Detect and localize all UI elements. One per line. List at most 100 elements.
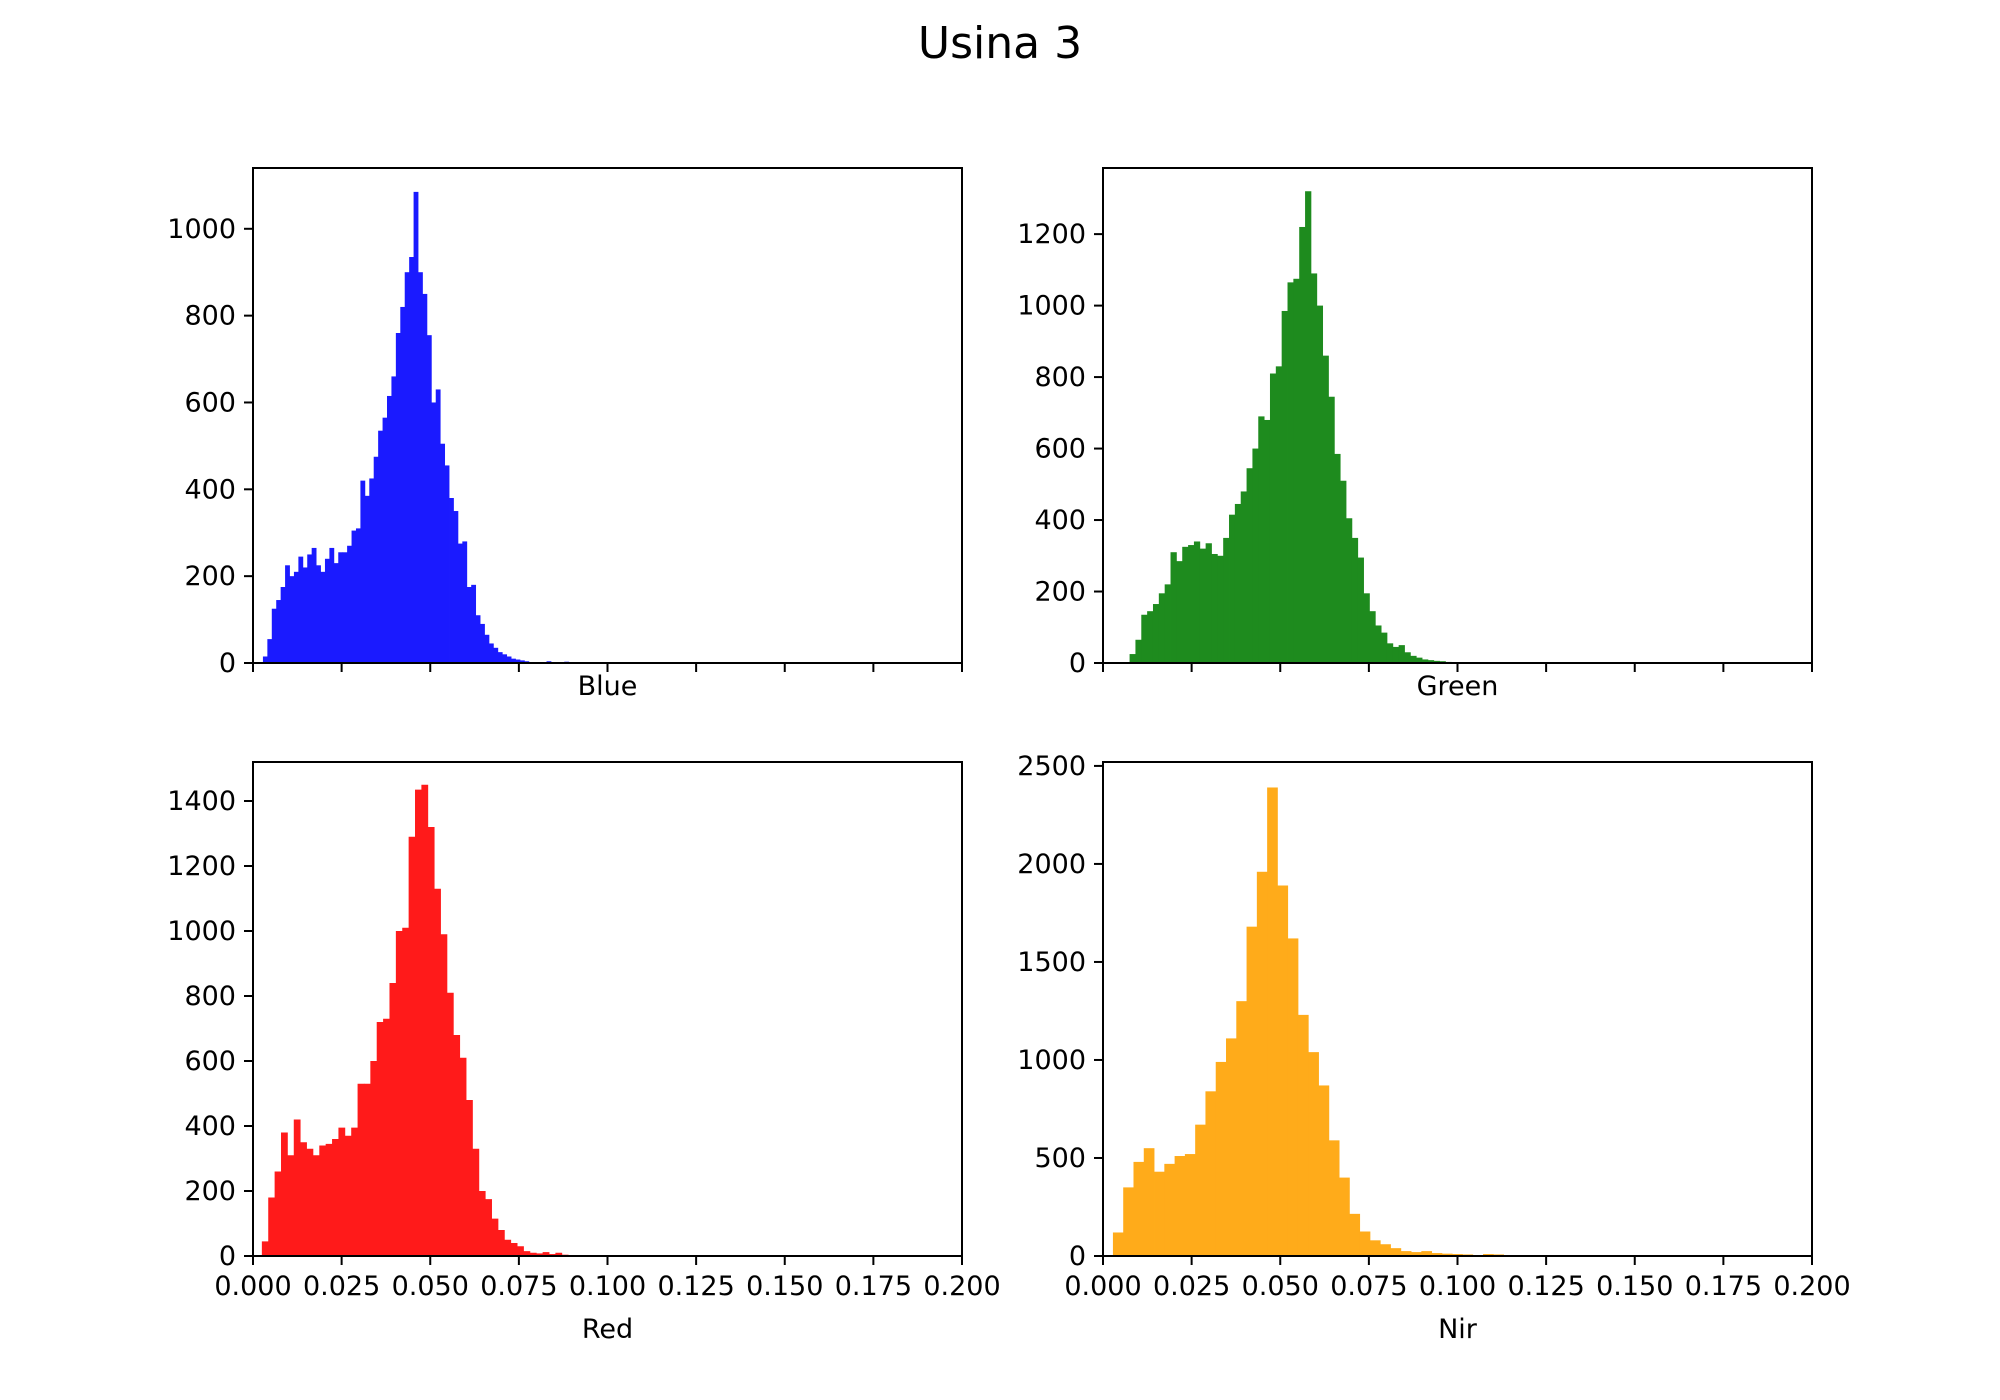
histogram-bar <box>1416 657 1423 663</box>
histogram-bar <box>536 1253 544 1256</box>
x-tick-label: 0.025 <box>1153 1271 1230 1302</box>
histogram-panel-red: 0.000 0.025 0.050 0.075 0.100 0.125 0.150 0.175… <box>167 761 1001 1345</box>
histogram-bar <box>1318 1085 1330 1256</box>
histogram-bar <box>395 931 403 1256</box>
histogram-bar <box>408 836 416 1256</box>
histogram-bar <box>421 784 429 1256</box>
y-tick-label: 600 <box>184 1046 236 1077</box>
histogram-bar <box>471 584 477 663</box>
x-tick-label: 0.100 <box>569 1271 646 1302</box>
y-tick-label: 1200 <box>1017 219 1086 250</box>
histogram-bar <box>1240 491 1247 663</box>
histogram-bar <box>298 556 304 663</box>
histogram-bar <box>1328 1140 1340 1256</box>
y-tick-label: 1000 <box>1017 291 1086 322</box>
histogram-bar <box>497 652 503 663</box>
y-tick-label: 400 <box>1034 505 1086 536</box>
histogram-bar <box>1349 1213 1361 1256</box>
histogram-bar <box>510 1243 518 1256</box>
histogram-bar <box>409 257 414 663</box>
histogram-bar <box>1112 1232 1124 1256</box>
histogram-bar <box>1182 546 1189 663</box>
histogram-bar <box>324 558 330 663</box>
histogram-bar <box>1236 1001 1247 1256</box>
histogram-bar <box>1267 787 1278 1256</box>
histogram-panel-blue: 0 200 400 600 800 1000 Blue <box>167 167 963 702</box>
histogram-bar <box>1154 1171 1165 1256</box>
y-tick-label: 1200 <box>167 851 236 882</box>
histogram-bar <box>300 1142 307 1256</box>
x-tick-label: 0.025 <box>303 1271 380 1302</box>
histogram-bar <box>1380 1244 1391 1256</box>
histogram-bar <box>1164 584 1171 663</box>
histogram-bar <box>1398 645 1405 663</box>
histogram-bar <box>306 1148 314 1256</box>
histogram-bar <box>1246 926 1258 1256</box>
histogram-bar <box>422 293 428 663</box>
histogram-bar <box>1316 305 1324 663</box>
histogram-bar <box>1217 555 1224 663</box>
histogram-bar <box>1277 885 1289 1256</box>
histogram-bar <box>1215 1061 1227 1256</box>
histogram-bar <box>1135 639 1142 663</box>
x-tick-label: 0.200 <box>1773 1271 1850 1302</box>
histogram-bar <box>1252 448 1259 663</box>
histogram-bar <box>312 1155 320 1256</box>
histogram-bar <box>1386 643 1394 663</box>
histogram-bar <box>1223 537 1230 663</box>
histogram-bar <box>370 1061 378 1256</box>
histogram-bar <box>1339 1177 1350 1256</box>
histogram-bar <box>1170 552 1177 663</box>
histogram-bar <box>1281 310 1288 663</box>
histogram-bar <box>555 1252 563 1256</box>
histogram-bar <box>1164 1163 1176 1256</box>
histogram-bar <box>1205 1091 1217 1256</box>
histogram-bar <box>453 1035 461 1256</box>
histogram-bar <box>1287 282 1294 663</box>
histogram-bar <box>1174 1156 1186 1256</box>
histogram-bar <box>1299 226 1306 663</box>
histogram-bar <box>484 634 490 663</box>
histogram-bar <box>1433 660 1440 663</box>
x-tick-label: 0.100 <box>1419 1271 1496 1302</box>
histogram-bar <box>517 1246 524 1256</box>
histogram-bar <box>511 658 516 663</box>
y-tick-label: 200 <box>184 561 236 592</box>
histogram-bar <box>1357 557 1364 663</box>
histogram-bar <box>1359 1231 1371 1256</box>
histogram-bar <box>1310 273 1318 663</box>
histogram-bar <box>383 1018 390 1256</box>
histogram-bar <box>293 571 299 663</box>
histogram-bar <box>316 565 321 663</box>
histogram-bar <box>440 934 448 1256</box>
y-tick-label: 200 <box>1034 577 1086 608</box>
histogram-bar <box>404 272 410 663</box>
histogram-bar <box>504 1239 512 1256</box>
histogram-bar <box>515 659 521 663</box>
histogram-bar <box>332 1139 339 1256</box>
histogram-bar <box>363 1083 371 1256</box>
histogram-bar <box>1328 396 1335 663</box>
x-axis-label: Green <box>1417 671 1499 702</box>
histogram-bar <box>1369 611 1376 663</box>
x-tick-label: 0.050 <box>1242 1271 1319 1302</box>
histogram-bar <box>462 541 468 663</box>
y-tick-label: 500 <box>1034 1143 1086 1174</box>
histogram-bar <box>1129 654 1136 663</box>
histogram-bar <box>472 1148 480 1256</box>
histogram-bar <box>542 1252 550 1256</box>
x-tick-label: 0.075 <box>1330 1271 1407 1302</box>
histogram-bar <box>1351 537 1359 663</box>
histogram-bar <box>1308 1052 1319 1256</box>
histogram-bar <box>426 335 432 663</box>
x-tick-label: 0.150 <box>746 1271 823 1302</box>
x-axis-label: Blue <box>578 671 638 702</box>
histogram-bar <box>268 1197 276 1256</box>
histogram-bar <box>1229 514 1236 663</box>
histogram-bar <box>1199 548 1207 663</box>
histogram-bar <box>466 1100 473 1256</box>
y-tick-label: 1500 <box>1017 947 1086 978</box>
histogram-bar <box>311 547 317 663</box>
histogram-bar <box>446 992 454 1256</box>
histogram-bar <box>1211 553 1218 663</box>
